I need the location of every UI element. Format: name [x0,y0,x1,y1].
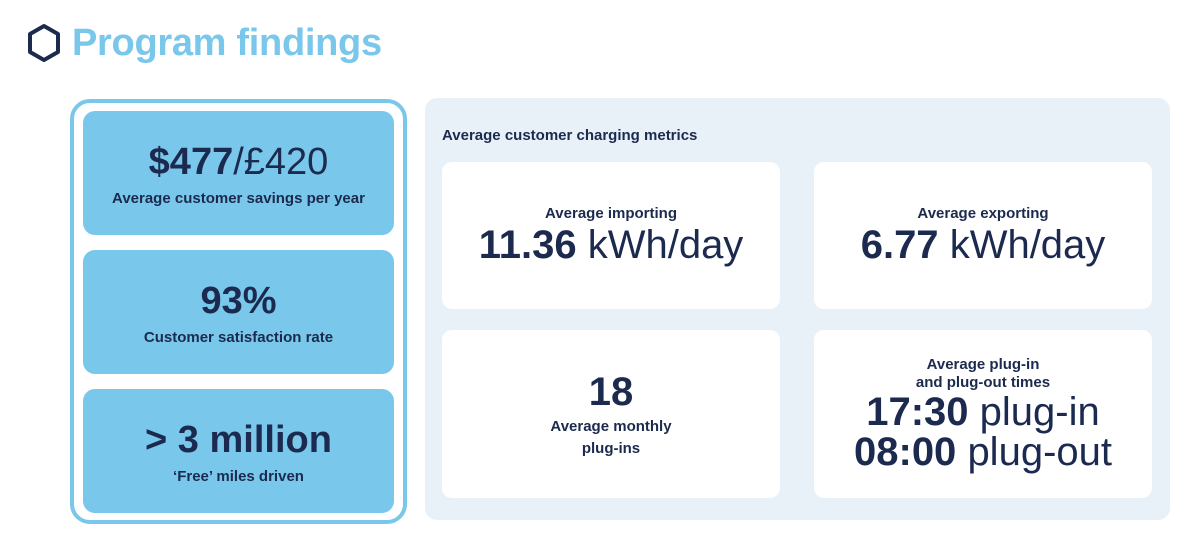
page-header: Program findings [26,18,382,68]
hexagon-icon [28,24,60,62]
exporting-value: 6.77 kWh/day [861,223,1106,267]
satisfaction-label: Customer satisfaction rate [143,328,334,346]
free-miles-value: > 3 million [145,418,332,462]
monthly-plugins-card: 18 Average monthly plug-ins [442,330,780,498]
monthly-plugins-number: 18 [588,370,634,414]
plugin-time-value: 17:30 plug-in [866,392,1100,432]
page-title: Program findings [72,21,382,64]
satisfaction-card: 93% Customer satisfaction rate [83,250,394,374]
plugout-time-label: plug-out [967,430,1112,474]
exporting-label: Average exporting [917,204,1049,222]
satisfaction-value: 93% [200,279,276,323]
importing-card: Average importing 11.36 kWh/day [442,162,780,309]
savings-label: Average customer savings per year [112,189,365,207]
plug-times-card: Average plug-in and plug-out times 17:30… [814,330,1152,498]
monthly-plugins-label-line2: plug-ins [581,440,641,457]
importing-unit: kWh/day [587,222,744,267]
satisfaction-value-text: 93% [200,279,277,322]
savings-value: $477/£420 [149,140,329,184]
free-miles-card: > 3 million ‘Free’ miles driven [83,389,394,513]
plug-times-label-line1: Average plug-in [926,356,1040,373]
savings-value-gbp: /£420 [233,140,329,183]
plugin-time: 17:30 [866,390,969,434]
free-miles-value-text: > 3 million [145,418,332,461]
exporting-number: 6.77 [860,222,939,267]
exporting-card: Average exporting 6.77 kWh/day [814,162,1152,309]
plugout-time-value: 08:00 plug-out [854,432,1112,472]
savings-card: $477/£420 Average customer savings per y… [83,111,394,235]
exporting-unit: kWh/day [949,222,1106,267]
plug-times-label-line2: and plug-out times [915,374,1051,391]
plugout-time: 08:00 [854,430,957,474]
importing-label: Average importing [545,204,677,222]
plugin-time-label: plug-in [979,390,1100,434]
importing-value: 11.36 kWh/day [479,223,744,267]
key-stats-panel: $477/£420 Average customer savings per y… [70,99,407,524]
charging-metrics-panel: Average customer charging metrics Averag… [425,98,1170,520]
charging-metrics-title: Average customer charging metrics [442,127,698,144]
free-miles-label: ‘Free’ miles driven [173,467,304,485]
importing-number: 11.36 [478,222,577,267]
savings-value-usd: $477 [148,140,234,183]
monthly-plugins-label-line1: Average monthly [550,418,672,435]
